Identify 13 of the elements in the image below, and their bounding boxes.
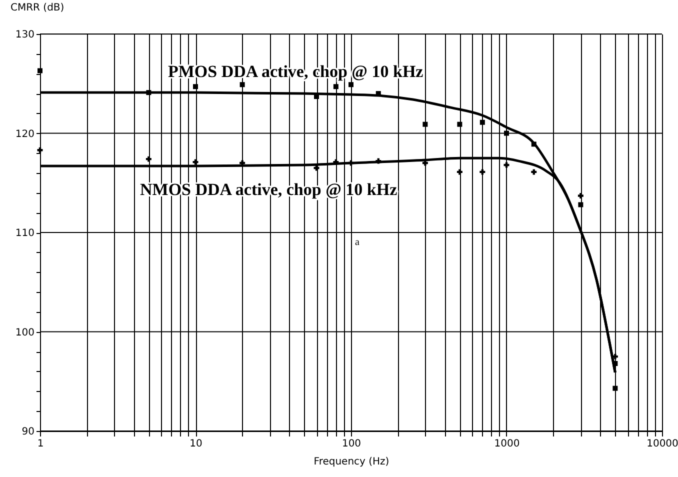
x-axis-title: Frequency (Hz) (314, 456, 390, 468)
y-tick-label: 100 (15, 327, 34, 338)
y-axis-title: CMRR (dB) (10, 2, 64, 14)
x-tick-label: 10000 (646, 438, 678, 450)
y-tick-label: 110 (15, 228, 34, 239)
annotation: a (355, 237, 360, 248)
x-tick-label: 100 (342, 438, 362, 450)
y-tick-label: 90 (22, 426, 34, 438)
x-tick-label: 1 (37, 438, 44, 450)
x-tick-label: 10 (190, 438, 202, 450)
y-tick-label: 120 (15, 128, 34, 140)
x-tick-label: 1000 (494, 438, 520, 450)
y-tick-label: 130 (15, 30, 34, 40)
